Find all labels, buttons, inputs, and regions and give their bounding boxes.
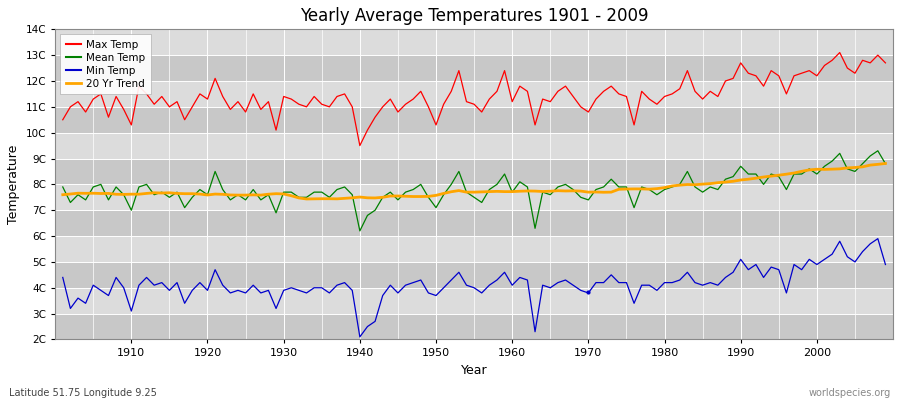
Bar xyxy=(55,314,893,340)
Bar xyxy=(55,158,893,184)
Bar xyxy=(55,107,893,133)
X-axis label: Year: Year xyxy=(461,364,488,377)
Bar xyxy=(55,55,893,81)
Bar xyxy=(55,133,893,158)
Bar xyxy=(55,236,893,262)
Title: Yearly Average Temperatures 1901 - 2009: Yearly Average Temperatures 1901 - 2009 xyxy=(300,7,648,25)
Bar xyxy=(55,262,893,288)
Bar xyxy=(55,184,893,210)
Text: Latitude 51.75 Longitude 9.25: Latitude 51.75 Longitude 9.25 xyxy=(9,388,157,398)
Text: worldspecies.org: worldspecies.org xyxy=(809,388,891,398)
Bar xyxy=(55,210,893,236)
Bar xyxy=(55,81,893,107)
Bar xyxy=(55,288,893,314)
Bar xyxy=(55,29,893,55)
Legend: Max Temp, Mean Temp, Min Temp, 20 Yr Trend: Max Temp, Mean Temp, Min Temp, 20 Yr Tre… xyxy=(60,34,150,94)
Y-axis label: Temperature: Temperature xyxy=(7,145,20,224)
